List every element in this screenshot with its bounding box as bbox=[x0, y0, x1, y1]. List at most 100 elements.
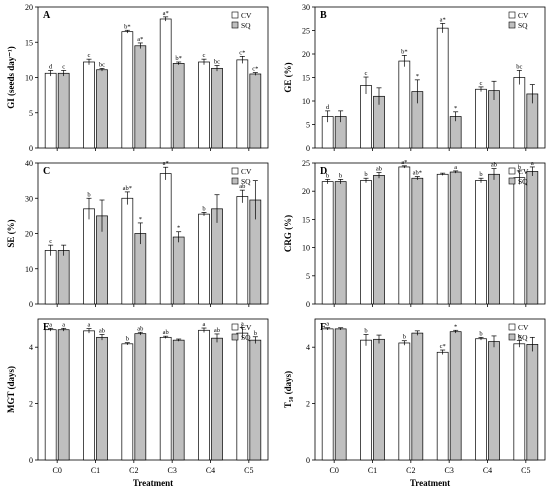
significance-label: ab* bbox=[413, 170, 422, 177]
significance-label: c* bbox=[440, 343, 446, 350]
bar-sq bbox=[488, 341, 500, 461]
y-tick-label: 5 bbox=[306, 272, 310, 281]
significance-label: c* bbox=[239, 49, 245, 56]
bar-cv bbox=[321, 181, 334, 305]
significance-label: ab bbox=[214, 327, 220, 334]
bar-cv bbox=[475, 180, 487, 305]
bar-cv bbox=[475, 88, 487, 149]
significance-label: ab bbox=[376, 166, 382, 173]
y-tick-label: 15 bbox=[302, 74, 310, 83]
significance-label: b bbox=[254, 330, 257, 337]
bar-cv bbox=[360, 180, 372, 305]
bar-sq bbox=[134, 333, 147, 461]
significance-label: b bbox=[479, 330, 482, 337]
y-tick-label: 40 bbox=[25, 159, 33, 168]
bar-cv bbox=[121, 343, 134, 461]
legend-label-cv: CV bbox=[518, 167, 529, 176]
significance-label: c bbox=[49, 238, 52, 245]
legend-label-cv: CV bbox=[241, 323, 252, 332]
bar-cv bbox=[513, 177, 526, 305]
x-tick-label: C1 bbox=[368, 466, 377, 475]
y-tick-label: 30 bbox=[302, 3, 310, 12]
y-tick-label: 0 bbox=[29, 456, 33, 465]
legend-swatch-sq bbox=[231, 333, 239, 341]
legend-swatch-cv bbox=[508, 323, 516, 331]
significance-label: * bbox=[177, 225, 180, 232]
legend-swatch-cv bbox=[231, 167, 239, 175]
significance-label: b bbox=[126, 336, 129, 343]
legend-swatch-sq bbox=[231, 21, 239, 29]
bar-cv bbox=[44, 329, 57, 461]
bar-sq bbox=[211, 208, 223, 305]
bar-cv bbox=[83, 61, 95, 149]
y-tick-label: 15 bbox=[25, 38, 33, 47]
x-tick-label: C1 bbox=[91, 466, 100, 475]
legend-swatch-cv bbox=[231, 323, 239, 331]
significance-label: ab bbox=[99, 328, 105, 335]
bar-sq bbox=[526, 171, 539, 305]
x-axis-label: Treatment bbox=[410, 478, 450, 488]
y-axis-label: GE (%) bbox=[283, 62, 293, 92]
bar-sq bbox=[57, 250, 70, 305]
bar-cv bbox=[83, 208, 95, 305]
significance-label: a bbox=[62, 321, 65, 328]
y-tick-label: 30 bbox=[25, 194, 33, 203]
y-tick-label: 4 bbox=[29, 343, 33, 352]
significance-label: bc bbox=[516, 63, 522, 70]
bar-sq bbox=[134, 45, 147, 149]
x-tick-label: C2 bbox=[406, 466, 415, 475]
panel-letter: C bbox=[43, 166, 50, 177]
significance-label: * bbox=[454, 105, 457, 112]
panel-letter: D bbox=[320, 166, 327, 177]
bar-sq bbox=[96, 336, 108, 461]
y-tick-label: 0 bbox=[306, 300, 310, 309]
bar-sq bbox=[172, 339, 185, 461]
y-tick-label: 25 bbox=[302, 27, 310, 36]
bar-sq bbox=[411, 177, 424, 305]
legend-label-sq: SQ bbox=[518, 333, 528, 342]
x-axis-label: Treatment bbox=[133, 478, 173, 488]
bar-cv bbox=[475, 338, 487, 461]
significance-label: ab bbox=[239, 183, 245, 190]
significance-label: ab bbox=[163, 329, 169, 336]
significance-label: a bbox=[531, 160, 534, 167]
panel-letter: F bbox=[320, 322, 326, 333]
significance-label: b* bbox=[175, 55, 182, 62]
bar-sq bbox=[449, 116, 462, 149]
y-axis-label: CRG (%) bbox=[283, 215, 293, 252]
x-tick-label: C5 bbox=[244, 466, 253, 475]
panel-a: 0 5 10 15 20 GI (seeds day⁻¹) Ad c c bc b* a* a* b* c b… bbox=[6, 3, 269, 153]
significance-label: b bbox=[364, 328, 367, 335]
significance-label: b bbox=[326, 172, 329, 179]
significance-label: c* bbox=[252, 66, 258, 73]
y-axis-label: MGT (days) bbox=[6, 366, 16, 413]
panel-letter: E bbox=[43, 322, 50, 333]
significance-label: a bbox=[454, 164, 457, 171]
significance-label: b bbox=[339, 172, 342, 179]
bar-cv bbox=[83, 330, 95, 461]
bar-sq bbox=[211, 337, 223, 461]
legend-label-cv: CV bbox=[518, 323, 529, 332]
bar-sq bbox=[373, 338, 385, 461]
bar-sq bbox=[249, 339, 262, 461]
bar-cv bbox=[159, 18, 172, 149]
bar-cv bbox=[436, 27, 449, 149]
panel-letter: A bbox=[43, 10, 51, 21]
x-tick-label: C2 bbox=[129, 466, 138, 475]
significance-label: c bbox=[203, 52, 206, 59]
legend-label-cv: CV bbox=[241, 167, 252, 176]
bar-sq bbox=[411, 332, 424, 461]
significance-label: a* bbox=[137, 36, 143, 43]
bar-sq bbox=[526, 344, 539, 461]
y-tick-label: 20 bbox=[25, 3, 33, 12]
legend-label-sq: SQ bbox=[518, 177, 528, 186]
bar-cv bbox=[198, 329, 210, 461]
y-axis-label: T₅₀ (days) bbox=[283, 371, 293, 408]
significance-label: a bbox=[49, 321, 52, 328]
significance-label: b bbox=[479, 171, 482, 178]
bar-sq bbox=[334, 328, 347, 461]
bar-cv bbox=[198, 213, 210, 305]
significance-label: c bbox=[480, 80, 483, 87]
